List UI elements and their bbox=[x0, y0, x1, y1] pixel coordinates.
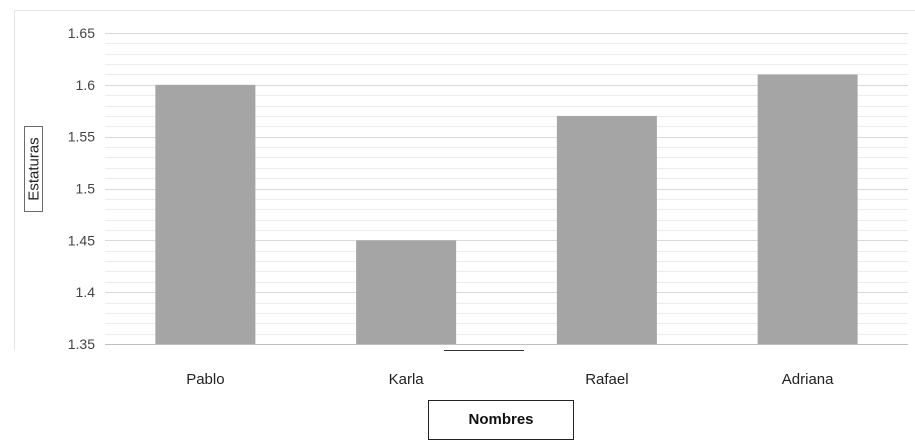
chart: 1.35 1.4 1.45 1.5 1.55 1.6 1.65 Pablo Karla Rafa… bbox=[14, 10, 915, 440]
y-tick-label: 1.65 bbox=[68, 25, 95, 41]
bar-rafael[interactable] bbox=[556, 115, 657, 344]
plot-area: 1.35 1.4 1.45 1.5 1.55 1.6 1.65 Pablo Karla Rafa… bbox=[68, 25, 908, 388]
chart-border bbox=[14, 10, 915, 350]
x-tick-label: Adriana bbox=[782, 371, 834, 388]
bar-adriana[interactable] bbox=[757, 74, 858, 344]
y-axis-title-box[interactable]: Estaturas bbox=[24, 126, 43, 212]
y-tick-label: 1.4 bbox=[76, 284, 96, 300]
category-underline bbox=[444, 350, 524, 351]
y-tick-label: 1.6 bbox=[76, 77, 96, 93]
y-axis-title: Estaturas bbox=[25, 137, 42, 201]
y-tick-label: 1.45 bbox=[68, 232, 95, 248]
x-tick-label: Pablo bbox=[186, 371, 224, 388]
x-axis-title: Nombres bbox=[468, 411, 534, 428]
x-tick-label: Rafael bbox=[585, 371, 628, 388]
x-axis-title-box[interactable]: Nombres bbox=[428, 400, 574, 440]
bar-pablo[interactable] bbox=[155, 84, 256, 344]
bar-karla[interactable] bbox=[356, 240, 457, 344]
y-tick-labels: 1.35 1.4 1.45 1.5 1.55 1.6 1.65 bbox=[68, 25, 95, 352]
y-tick-label: 1.5 bbox=[76, 181, 96, 197]
y-tick-label: 1.35 bbox=[68, 336, 95, 352]
bar-series bbox=[155, 74, 858, 344]
x-tick-label: Karla bbox=[389, 371, 425, 388]
x-tick-labels: Pablo Karla Rafael Adriana bbox=[186, 371, 834, 388]
y-tick-label: 1.55 bbox=[68, 129, 95, 145]
